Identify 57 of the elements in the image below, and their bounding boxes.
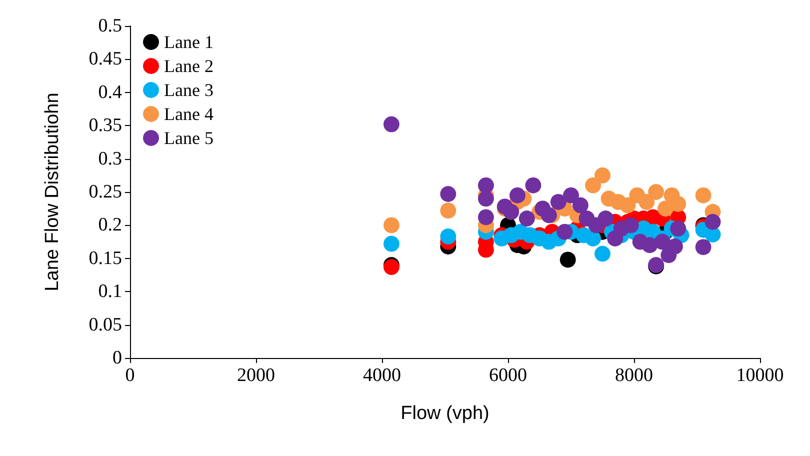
legend-label: Lane 1 xyxy=(164,32,214,52)
y-tick-label: 0.25 xyxy=(88,182,122,202)
point xyxy=(550,194,566,210)
point xyxy=(572,197,588,214)
point xyxy=(620,197,636,214)
x-axis-title: Flow (vph) xyxy=(400,403,490,424)
y-tick-label: 0.3 xyxy=(98,148,122,170)
point xyxy=(540,207,557,224)
point xyxy=(518,210,535,227)
point xyxy=(383,236,400,252)
y-tick-label: 0.1 xyxy=(98,281,122,302)
legend-label: Lane 2 xyxy=(164,56,214,76)
point xyxy=(670,220,686,237)
y-tick-label: 0 xyxy=(112,348,122,368)
point xyxy=(594,246,610,262)
y-tick-label: 0.15 xyxy=(88,248,122,269)
point xyxy=(704,214,721,230)
point xyxy=(695,187,712,204)
point xyxy=(478,177,494,194)
legend-label: Lane 5 xyxy=(164,128,214,148)
point xyxy=(594,167,610,184)
point xyxy=(440,186,456,202)
y-tick-label: 0.2 xyxy=(98,214,122,236)
y-tick-label: 0.5 xyxy=(98,16,122,36)
point xyxy=(666,238,683,254)
point xyxy=(622,217,639,234)
point xyxy=(383,116,400,132)
point xyxy=(648,184,664,200)
y-tick-label: 0.05 xyxy=(88,314,122,336)
point xyxy=(556,224,573,240)
x-tick-label: 2000 xyxy=(237,365,275,386)
point xyxy=(695,239,712,256)
point xyxy=(383,217,400,234)
legend-label: Lane 4 xyxy=(164,104,214,124)
y-tick-label: 0.4 xyxy=(98,82,122,103)
point xyxy=(478,209,494,226)
y-tick-label: 0.45 xyxy=(88,48,122,70)
x-tick-label: 4000 xyxy=(363,365,401,386)
point xyxy=(560,252,576,268)
y-tick-label: 0.35 xyxy=(88,115,122,136)
point xyxy=(563,187,579,204)
point xyxy=(478,190,494,207)
legend-label: Lane 3 xyxy=(164,80,214,100)
point xyxy=(638,194,655,210)
point xyxy=(509,187,526,204)
point xyxy=(525,177,542,194)
x-tick-label: 8000 xyxy=(615,365,653,386)
point xyxy=(598,210,614,227)
point xyxy=(585,230,602,246)
point xyxy=(440,228,456,244)
point xyxy=(440,202,456,219)
x-tick-label: 6000 xyxy=(489,365,527,386)
point xyxy=(585,177,602,194)
x-tick-label: 10000 xyxy=(736,365,784,386)
point xyxy=(503,204,520,220)
point xyxy=(670,196,686,212)
y-axis-title: Lane Flow Distributiohn xyxy=(42,92,63,292)
